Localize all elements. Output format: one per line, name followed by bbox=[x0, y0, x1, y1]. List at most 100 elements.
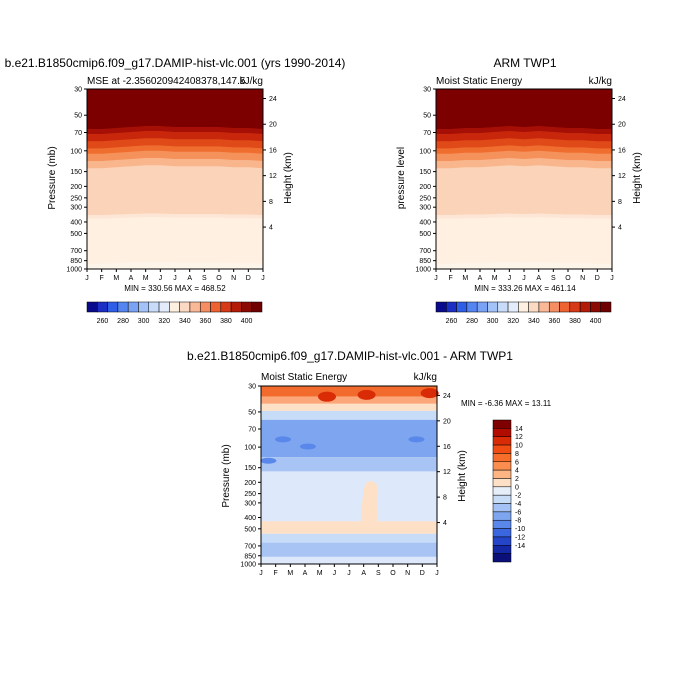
left-string: Moist Static Energy bbox=[436, 76, 522, 87]
colorbar-swatch bbox=[466, 301, 478, 313]
colorbar-swatch bbox=[492, 444, 512, 454]
right-string: kJ/kg bbox=[589, 76, 612, 87]
colorbar-label: 300 bbox=[138, 318, 150, 325]
x-tick-label: A bbox=[303, 570, 308, 577]
colorbar-label: 6 bbox=[515, 459, 519, 466]
colorbar-swatch bbox=[487, 301, 499, 313]
contour-band bbox=[261, 542, 437, 557]
colorbar-swatch bbox=[497, 301, 509, 313]
colorbar-swatch bbox=[492, 503, 512, 513]
colorbar-label: 320 bbox=[158, 318, 170, 325]
colorbar-swatch bbox=[251, 301, 263, 313]
colorbar-swatch bbox=[127, 301, 139, 313]
panel-title: b.e21.B1850cmip6.f09_g17.DAMIP-hist-vlc.… bbox=[187, 349, 513, 363]
y-tick-label: 700 bbox=[244, 543, 256, 550]
x-tick-label: J bbox=[261, 275, 265, 282]
panel-arm-mse: ARM TWP1 Moist Static Energy kJ/kg press… bbox=[396, 56, 643, 325]
x-tick-label: O bbox=[216, 275, 222, 282]
colorbar-label: 12 bbox=[515, 434, 523, 441]
x-tick-label: M bbox=[287, 570, 293, 577]
height-tick-label: 20 bbox=[618, 122, 626, 129]
x-tick-label: J bbox=[333, 570, 337, 577]
x-tick-label: M bbox=[462, 275, 468, 282]
colorbar-swatch bbox=[579, 301, 591, 313]
min-max-label: MIN = 333.26 MAX = 461.14 bbox=[474, 284, 576, 293]
colorbar-swatch bbox=[169, 301, 180, 313]
colorbar-label: -10 bbox=[515, 526, 525, 533]
contour-band bbox=[261, 410, 437, 420]
y-tick-label: 70 bbox=[248, 427, 256, 434]
x-tick-label: S bbox=[376, 570, 381, 577]
y-tick-label: 50 bbox=[423, 113, 431, 120]
x-tick-label: N bbox=[231, 275, 236, 282]
contour-band bbox=[261, 396, 437, 404]
contour-band bbox=[408, 436, 425, 443]
y-tick-label: 500 bbox=[70, 231, 82, 238]
colorbar-label: 280 bbox=[466, 318, 478, 325]
colorbar-swatch bbox=[518, 301, 529, 313]
x-tick-label: F bbox=[449, 275, 453, 282]
colorbar-swatch bbox=[492, 478, 512, 488]
y-tick-label: 700 bbox=[70, 248, 82, 255]
x-tick-label: N bbox=[405, 570, 410, 577]
contour-band bbox=[420, 388, 439, 399]
x-tick-label: F bbox=[100, 275, 104, 282]
height-tick-label: 12 bbox=[618, 173, 626, 180]
x-tick-label: M bbox=[113, 275, 119, 282]
colorbar-swatch bbox=[492, 553, 512, 563]
y-tick-label: 70 bbox=[74, 130, 82, 137]
y-tick-label: 1000 bbox=[240, 562, 256, 569]
y-tick-label: 30 bbox=[248, 384, 256, 391]
x-tick-label: A bbox=[361, 570, 366, 577]
y2-axis-label: Height (km) bbox=[632, 152, 643, 204]
colorbar-swatch bbox=[492, 419, 512, 429]
contour-band bbox=[261, 533, 437, 543]
colorbar-label: 260 bbox=[446, 318, 458, 325]
colorbar-label: -12 bbox=[515, 534, 525, 541]
height-tick-label: 16 bbox=[618, 147, 626, 154]
x-tick-label: A bbox=[129, 275, 134, 282]
contour-band bbox=[436, 89, 612, 129]
colorbar-label: 400 bbox=[241, 318, 253, 325]
colorbar-swatch bbox=[446, 301, 457, 313]
y-tick-label: 300 bbox=[70, 205, 82, 212]
right-string: kJ/kg bbox=[240, 76, 263, 87]
y-tick-label: 850 bbox=[70, 258, 82, 265]
contour-band bbox=[318, 391, 336, 402]
contour-band bbox=[261, 521, 437, 534]
colorbar-label: 4 bbox=[515, 468, 519, 475]
colorbar-swatch bbox=[86, 301, 98, 313]
colorbar-swatch bbox=[492, 486, 512, 496]
colorbar-label: 320 bbox=[507, 318, 519, 325]
height-tick-label: 4 bbox=[443, 520, 447, 527]
colorbar-swatch bbox=[158, 301, 170, 313]
colorbar-swatch bbox=[492, 519, 512, 529]
colorbar-label: 2 bbox=[515, 476, 519, 483]
height-tick-label: 24 bbox=[618, 96, 626, 103]
height-tick-label: 24 bbox=[269, 96, 277, 103]
height-tick-label: 24 bbox=[443, 393, 451, 400]
height-tick-label: 4 bbox=[269, 225, 273, 232]
colorbar-label: 380 bbox=[569, 318, 581, 325]
height-tick-label: 8 bbox=[269, 199, 273, 206]
x-tick-label: J bbox=[85, 275, 89, 282]
colorbar-label: 260 bbox=[97, 318, 109, 325]
colorbar-swatch bbox=[548, 301, 560, 313]
colorbar-swatch bbox=[492, 494, 512, 504]
x-tick-label: J bbox=[347, 570, 351, 577]
y-tick-label: 850 bbox=[419, 258, 431, 265]
y-tick-label: 200 bbox=[244, 480, 256, 487]
y-tick-label: 400 bbox=[244, 515, 256, 522]
height-tick-label: 12 bbox=[269, 173, 277, 180]
colorbar-swatch bbox=[189, 301, 201, 313]
y-tick-label: 200 bbox=[419, 184, 431, 191]
panel-title: b.e21.B1850cmip6.f09_g17.DAMIP-hist-vlc.… bbox=[5, 56, 346, 70]
contour-band bbox=[360, 481, 379, 522]
colorbar-label: 380 bbox=[220, 318, 232, 325]
colorbar-label: 340 bbox=[179, 318, 191, 325]
y-tick-label: 500 bbox=[419, 231, 431, 238]
y-tick-label: 200 bbox=[70, 184, 82, 191]
colorbar-label: -14 bbox=[515, 543, 525, 550]
colorbar-swatch bbox=[210, 301, 222, 313]
contour-band bbox=[275, 436, 291, 443]
